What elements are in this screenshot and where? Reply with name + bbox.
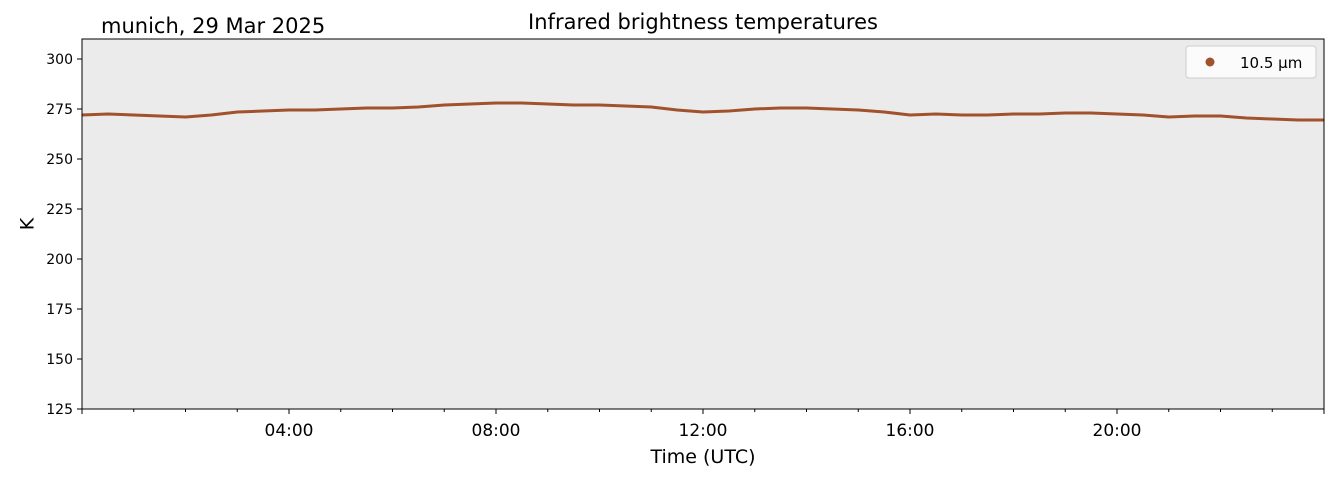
y-tick-label: 225	[46, 202, 73, 218]
series-layer	[81, 101, 1324, 122]
plot-frame	[81, 38, 1325, 410]
plot-area	[82, 39, 1324, 409]
y-tick-label: 275	[46, 102, 73, 118]
series-line	[81, 101, 1324, 122]
legend-marker	[1205, 57, 1215, 67]
y-tick-label: 125	[46, 402, 73, 418]
legend-label: 10.5 µm	[1240, 54, 1302, 72]
y-axis-ticks: 125 150 175 200 225 250 275 300	[46, 52, 82, 418]
y-tick-label: 300	[46, 52, 73, 68]
x-tick-label: 16:00	[886, 421, 935, 441]
chart-subtitle: munich, 29 Mar 2025	[101, 14, 325, 38]
x-axis-ticks: 04:00 08:00 12:00 16:00 20:00	[81, 409, 1325, 441]
y-tick-label: 250	[46, 152, 73, 168]
y-tick-label: 200	[46, 252, 73, 268]
x-tick-label: 08:00	[472, 421, 521, 441]
x-tick-label: 12:00	[679, 421, 728, 441]
y-tick-label: 175	[46, 302, 73, 318]
legend-box	[1185, 45, 1317, 79]
y-tick-label: 150	[46, 352, 73, 368]
x-axis-label: Time (UTC)	[649, 446, 755, 468]
x-tick-label: 04:00	[265, 421, 314, 441]
chart-title: Infrared brightness temperatures	[528, 10, 878, 34]
legend: 10.5 µm	[1185, 45, 1317, 79]
y-axis-label: K	[17, 217, 39, 230]
x-tick-label: 20:00	[1093, 421, 1142, 441]
